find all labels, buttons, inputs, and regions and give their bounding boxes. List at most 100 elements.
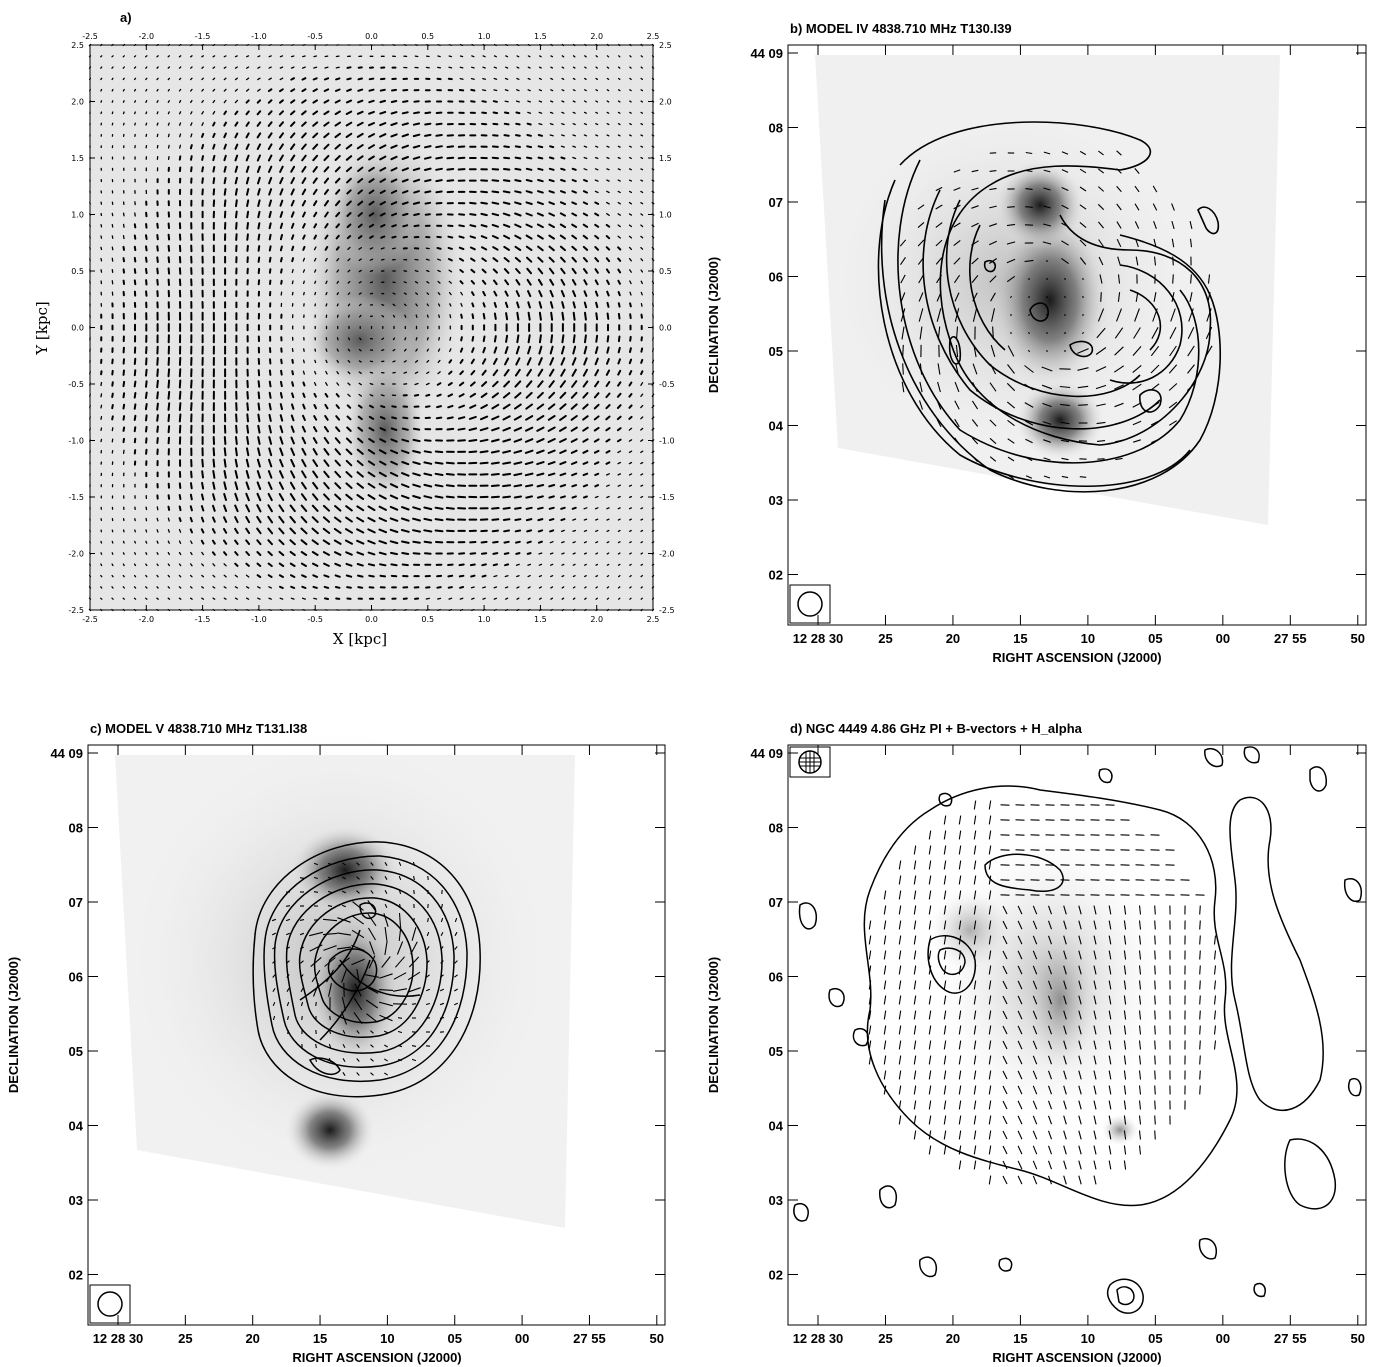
- b-vector: [1024, 402, 1034, 408]
- field-vector: [458, 381, 465, 387]
- b-vector: [454, 946, 458, 950]
- field-vector: [582, 245, 589, 251]
- field-vector: [234, 77, 238, 81]
- field-vector: [459, 77, 464, 80]
- field-vector: [336, 280, 340, 284]
- b-vector: [1027, 349, 1031, 353]
- b-vector: [1017, 995, 1023, 1005]
- field-vector: [356, 448, 364, 455]
- b-vector: [988, 1175, 992, 1185]
- field-vector: [448, 269, 453, 273]
- field-vector: [482, 302, 486, 308]
- b-vector: [356, 1044, 360, 1048]
- b-vector: [928, 1010, 932, 1020]
- field-vector: [560, 179, 566, 183]
- field-vector: [594, 369, 600, 377]
- field-vector: [380, 235, 386, 239]
- b-vector: [1093, 1055, 1097, 1065]
- b-vector: [1097, 221, 1105, 229]
- field-vector: [572, 134, 576, 137]
- field-vector: [279, 55, 284, 58]
- field-vector: [357, 586, 364, 589]
- b-vector: [1199, 1040, 1201, 1050]
- field-vector: [223, 154, 227, 162]
- field-vector: [345, 516, 353, 523]
- y-tick-label-left: -1.0: [68, 437, 84, 446]
- b-vector: [928, 950, 932, 960]
- field-vector: [167, 425, 171, 434]
- field-vector: [324, 415, 329, 421]
- b-vector: [384, 862, 388, 866]
- field-vector: [290, 222, 295, 229]
- b-vector: [454, 917, 458, 923]
- b-vector: [356, 1030, 360, 1034]
- field-vector: [390, 144, 398, 149]
- field-vector: [448, 55, 453, 58]
- b-vector: [272, 946, 276, 950]
- field-vector: [414, 281, 419, 284]
- field-vector: [538, 100, 543, 103]
- field-vector: [334, 586, 341, 589]
- field-vector: [503, 168, 511, 171]
- field-vector: [502, 403, 511, 410]
- b-vector: [1017, 1085, 1023, 1095]
- b-vector: [1123, 995, 1127, 1005]
- b-vector: [1027, 295, 1031, 299]
- b-vector: [351, 915, 365, 925]
- field-vector: [412, 427, 421, 431]
- field-vector: [256, 504, 262, 513]
- b-vector: [1017, 1115, 1023, 1125]
- panel-c-south-blob: [285, 1090, 375, 1170]
- b-vector: [1187, 345, 1195, 357]
- field-vector: [347, 280, 351, 284]
- field-vector: [390, 133, 398, 138]
- field-vector: [470, 574, 476, 578]
- field-vector: [491, 427, 500, 432]
- b-vector: [384, 1058, 388, 1062]
- field-vector: [223, 199, 227, 207]
- b-vector: [1032, 1100, 1038, 1110]
- field-vector: [368, 438, 375, 443]
- field-vector: [133, 279, 137, 286]
- field-vector: [167, 144, 170, 149]
- field-vector: [561, 345, 565, 355]
- field-vector: [526, 278, 532, 286]
- field-vector: [201, 122, 204, 127]
- b-vector: [1063, 1115, 1067, 1125]
- field-vector: [559, 449, 567, 454]
- field-vector: [279, 470, 284, 479]
- field-vector: [378, 471, 387, 478]
- field-vector: [178, 528, 182, 533]
- field-vector: [549, 145, 555, 149]
- field-vector: [290, 436, 295, 445]
- field-vector: [538, 311, 542, 321]
- b-vector: [936, 274, 942, 284]
- field-vector: [100, 257, 103, 262]
- field-vector: [334, 166, 341, 173]
- field-vector: [379, 111, 387, 115]
- field-vector: [156, 402, 159, 411]
- field-vector: [572, 311, 576, 321]
- field-vector: [448, 66, 453, 69]
- field-vector: [368, 133, 375, 138]
- b-vector: [954, 381, 960, 393]
- b-vector: [1032, 995, 1038, 1005]
- ra-tick-label: 27 55: [1274, 1331, 1307, 1346]
- field-vector: [502, 190, 511, 194]
- field-vector: [536, 438, 545, 443]
- field-vector: [526, 267, 532, 275]
- field-vector: [595, 586, 598, 589]
- field-vector: [334, 121, 341, 127]
- b-vector: [1153, 256, 1157, 266]
- field-vector: [100, 88, 103, 92]
- field-vector: [368, 178, 375, 183]
- field-vector: [537, 540, 543, 544]
- field-vector: [189, 597, 193, 600]
- field-vector: [504, 301, 509, 309]
- b-vector: [973, 905, 977, 915]
- field-vector: [606, 279, 610, 285]
- field-vector: [335, 426, 341, 433]
- b-vector: [440, 960, 444, 964]
- field-vector: [212, 447, 216, 457]
- field-vector: [380, 405, 386, 409]
